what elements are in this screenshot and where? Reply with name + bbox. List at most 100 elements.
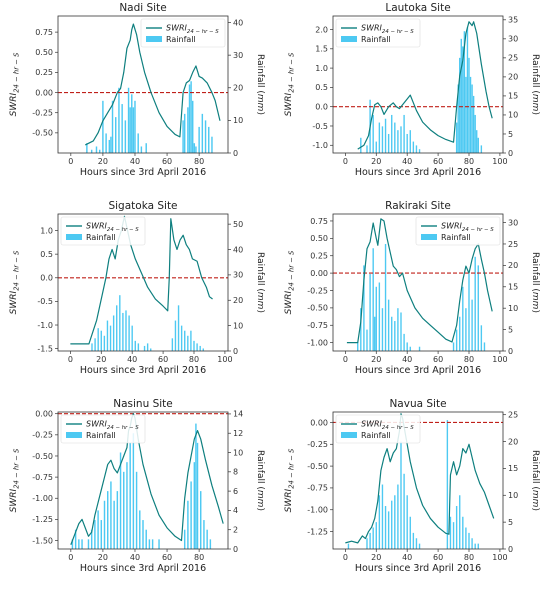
x-tick-label: 40 bbox=[127, 355, 137, 364]
rainfall-bar bbox=[480, 325, 483, 351]
y-left-tick-label: 0.00 bbox=[35, 88, 53, 97]
x-tick-label: 40 bbox=[130, 553, 140, 562]
y-left-tick-label: 0.25 bbox=[35, 68, 53, 77]
y-right-tick-label: 40 bbox=[233, 245, 243, 254]
rainfall-bar bbox=[134, 100, 136, 153]
y-right-tick-label: 0 bbox=[508, 149, 513, 158]
y-right-tick-label: 0 bbox=[233, 149, 238, 158]
rainfall-bar bbox=[119, 452, 122, 549]
rainfall-bar bbox=[195, 146, 197, 153]
rainfall-bar bbox=[116, 305, 118, 351]
y-left-axis-label: SWRI24 − hr − S bbox=[284, 52, 296, 116]
rainfall-bar bbox=[455, 122, 458, 153]
y-left-tick-label: -1.0 bbox=[37, 321, 53, 330]
rainfall-bar bbox=[190, 481, 192, 549]
y-right-axis-label: Rainfall (mm) bbox=[530, 252, 540, 313]
rainfall-bar bbox=[403, 473, 405, 549]
rainfall-bar bbox=[206, 529, 208, 549]
rainfall-bar bbox=[211, 136, 213, 153]
x-axis-label: Hours since 3rd April 2016 bbox=[80, 365, 206, 376]
rainfall-bar bbox=[196, 442, 199, 549]
rainfall-bar bbox=[477, 137, 479, 153]
rainfall-bar bbox=[123, 471, 125, 549]
y-right-axis-label: Rainfall (mm) bbox=[255, 252, 265, 313]
y-left-tick-label: 1.5 bbox=[315, 45, 328, 54]
rainfall-bar bbox=[121, 104, 123, 153]
y-left-axis-label: SWRI24 − hr − S bbox=[284, 448, 296, 512]
rainfall-bar bbox=[415, 145, 418, 153]
rainfall-bar bbox=[378, 282, 381, 351]
y-left-tick-label: 0.00 bbox=[310, 418, 328, 427]
chart-panel-nasinu: Nasinu Site 0 20 40 60 80 -1.50 -1.25 -1.00 -0.75… bbox=[0, 396, 275, 594]
rainfall-bar bbox=[412, 532, 415, 549]
x-tick-label: 100 bbox=[217, 355, 232, 364]
rainfall-bar bbox=[137, 133, 139, 153]
rainfall-bar bbox=[465, 76, 467, 153]
rainfall-bar bbox=[184, 330, 186, 351]
chart-title: Navua Site bbox=[389, 398, 446, 410]
rainfall-bar bbox=[118, 87, 120, 153]
rainfall-bar bbox=[119, 295, 121, 351]
y-left-tick-label: -0.50 bbox=[32, 452, 53, 461]
x-tick-label: 0 bbox=[68, 553, 73, 562]
rainfall-bar bbox=[95, 146, 98, 153]
y-left-tick-label: -1.00 bbox=[307, 338, 328, 347]
x-tick-label: 60 bbox=[162, 157, 172, 166]
x-tick-label: 80 bbox=[189, 355, 199, 364]
legend-label-swri: SWRI24 − hr − S bbox=[86, 420, 139, 432]
rainfall-bar bbox=[105, 133, 107, 153]
rainfall-bar bbox=[132, 107, 135, 153]
rainfall-bar bbox=[462, 286, 464, 351]
y-left-tick-label: -1.25 bbox=[32, 515, 53, 524]
legend-swatch-rainfall bbox=[421, 234, 437, 240]
y-right-tick-label: 20 bbox=[508, 261, 518, 270]
x-tick-label: 20 bbox=[371, 553, 381, 562]
swri-line bbox=[70, 215, 213, 345]
rainfall-bar bbox=[394, 321, 396, 351]
y-left-tick-label: -0.5 bbox=[312, 122, 328, 131]
rainfall-bar bbox=[474, 256, 476, 351]
y-left-tick-label: 1.0 bbox=[40, 226, 53, 235]
y-right-tick-label: 10 bbox=[508, 491, 518, 500]
y-right-tick-label: 15 bbox=[508, 464, 518, 473]
legend-swatch-rainfall bbox=[341, 432, 357, 438]
plot-frame bbox=[332, 15, 504, 154]
legend-label-swri: SWRI24 − hr − S bbox=[361, 420, 414, 432]
rainfall-bar bbox=[357, 342, 359, 351]
rainfall-bar bbox=[208, 126, 210, 153]
rainfall-bar bbox=[192, 100, 194, 153]
rainfall-bar bbox=[107, 491, 109, 549]
y-left-tick-label: 0.50 bbox=[35, 48, 53, 57]
rainfall-bar bbox=[134, 340, 136, 351]
chart-panel-lautoka: Lautoka Site 0 20 40 60 80 100 -1.0 -0.5 0.0 0.5 1.… bbox=[275, 0, 550, 198]
rainfall-bar bbox=[143, 345, 146, 351]
chart-panel-navua: Navua Site 0 20 40 60 80 100 -1.25 -1.00 -0.75 -0.… bbox=[275, 396, 550, 594]
rainfall-bar bbox=[468, 532, 470, 549]
x-tick-label: 80 bbox=[194, 553, 204, 562]
rainfall-bar bbox=[174, 320, 177, 351]
rainfall-bar bbox=[78, 539, 80, 549]
y-left-tick-label: -1.00 bbox=[32, 494, 53, 503]
x-tick-label: 0 bbox=[68, 355, 73, 364]
rainfall-bar bbox=[94, 520, 96, 549]
rainfall-bar bbox=[198, 126, 200, 153]
rainfall-bar bbox=[131, 325, 133, 351]
rainfall-bar bbox=[129, 442, 131, 549]
rainfall-bar bbox=[466, 27, 469, 154]
y-left-tick-label: -0.5 bbox=[37, 297, 53, 306]
rainfall-bar bbox=[384, 506, 387, 549]
rainfall-bar bbox=[131, 94, 133, 153]
rainfall-bar bbox=[474, 114, 476, 153]
rainfall-bar bbox=[378, 495, 381, 549]
rainfall-bar bbox=[375, 141, 377, 153]
rainfall-bar bbox=[381, 484, 384, 549]
rainfall-bar bbox=[446, 420, 449, 549]
rainfall-bar bbox=[122, 312, 124, 351]
